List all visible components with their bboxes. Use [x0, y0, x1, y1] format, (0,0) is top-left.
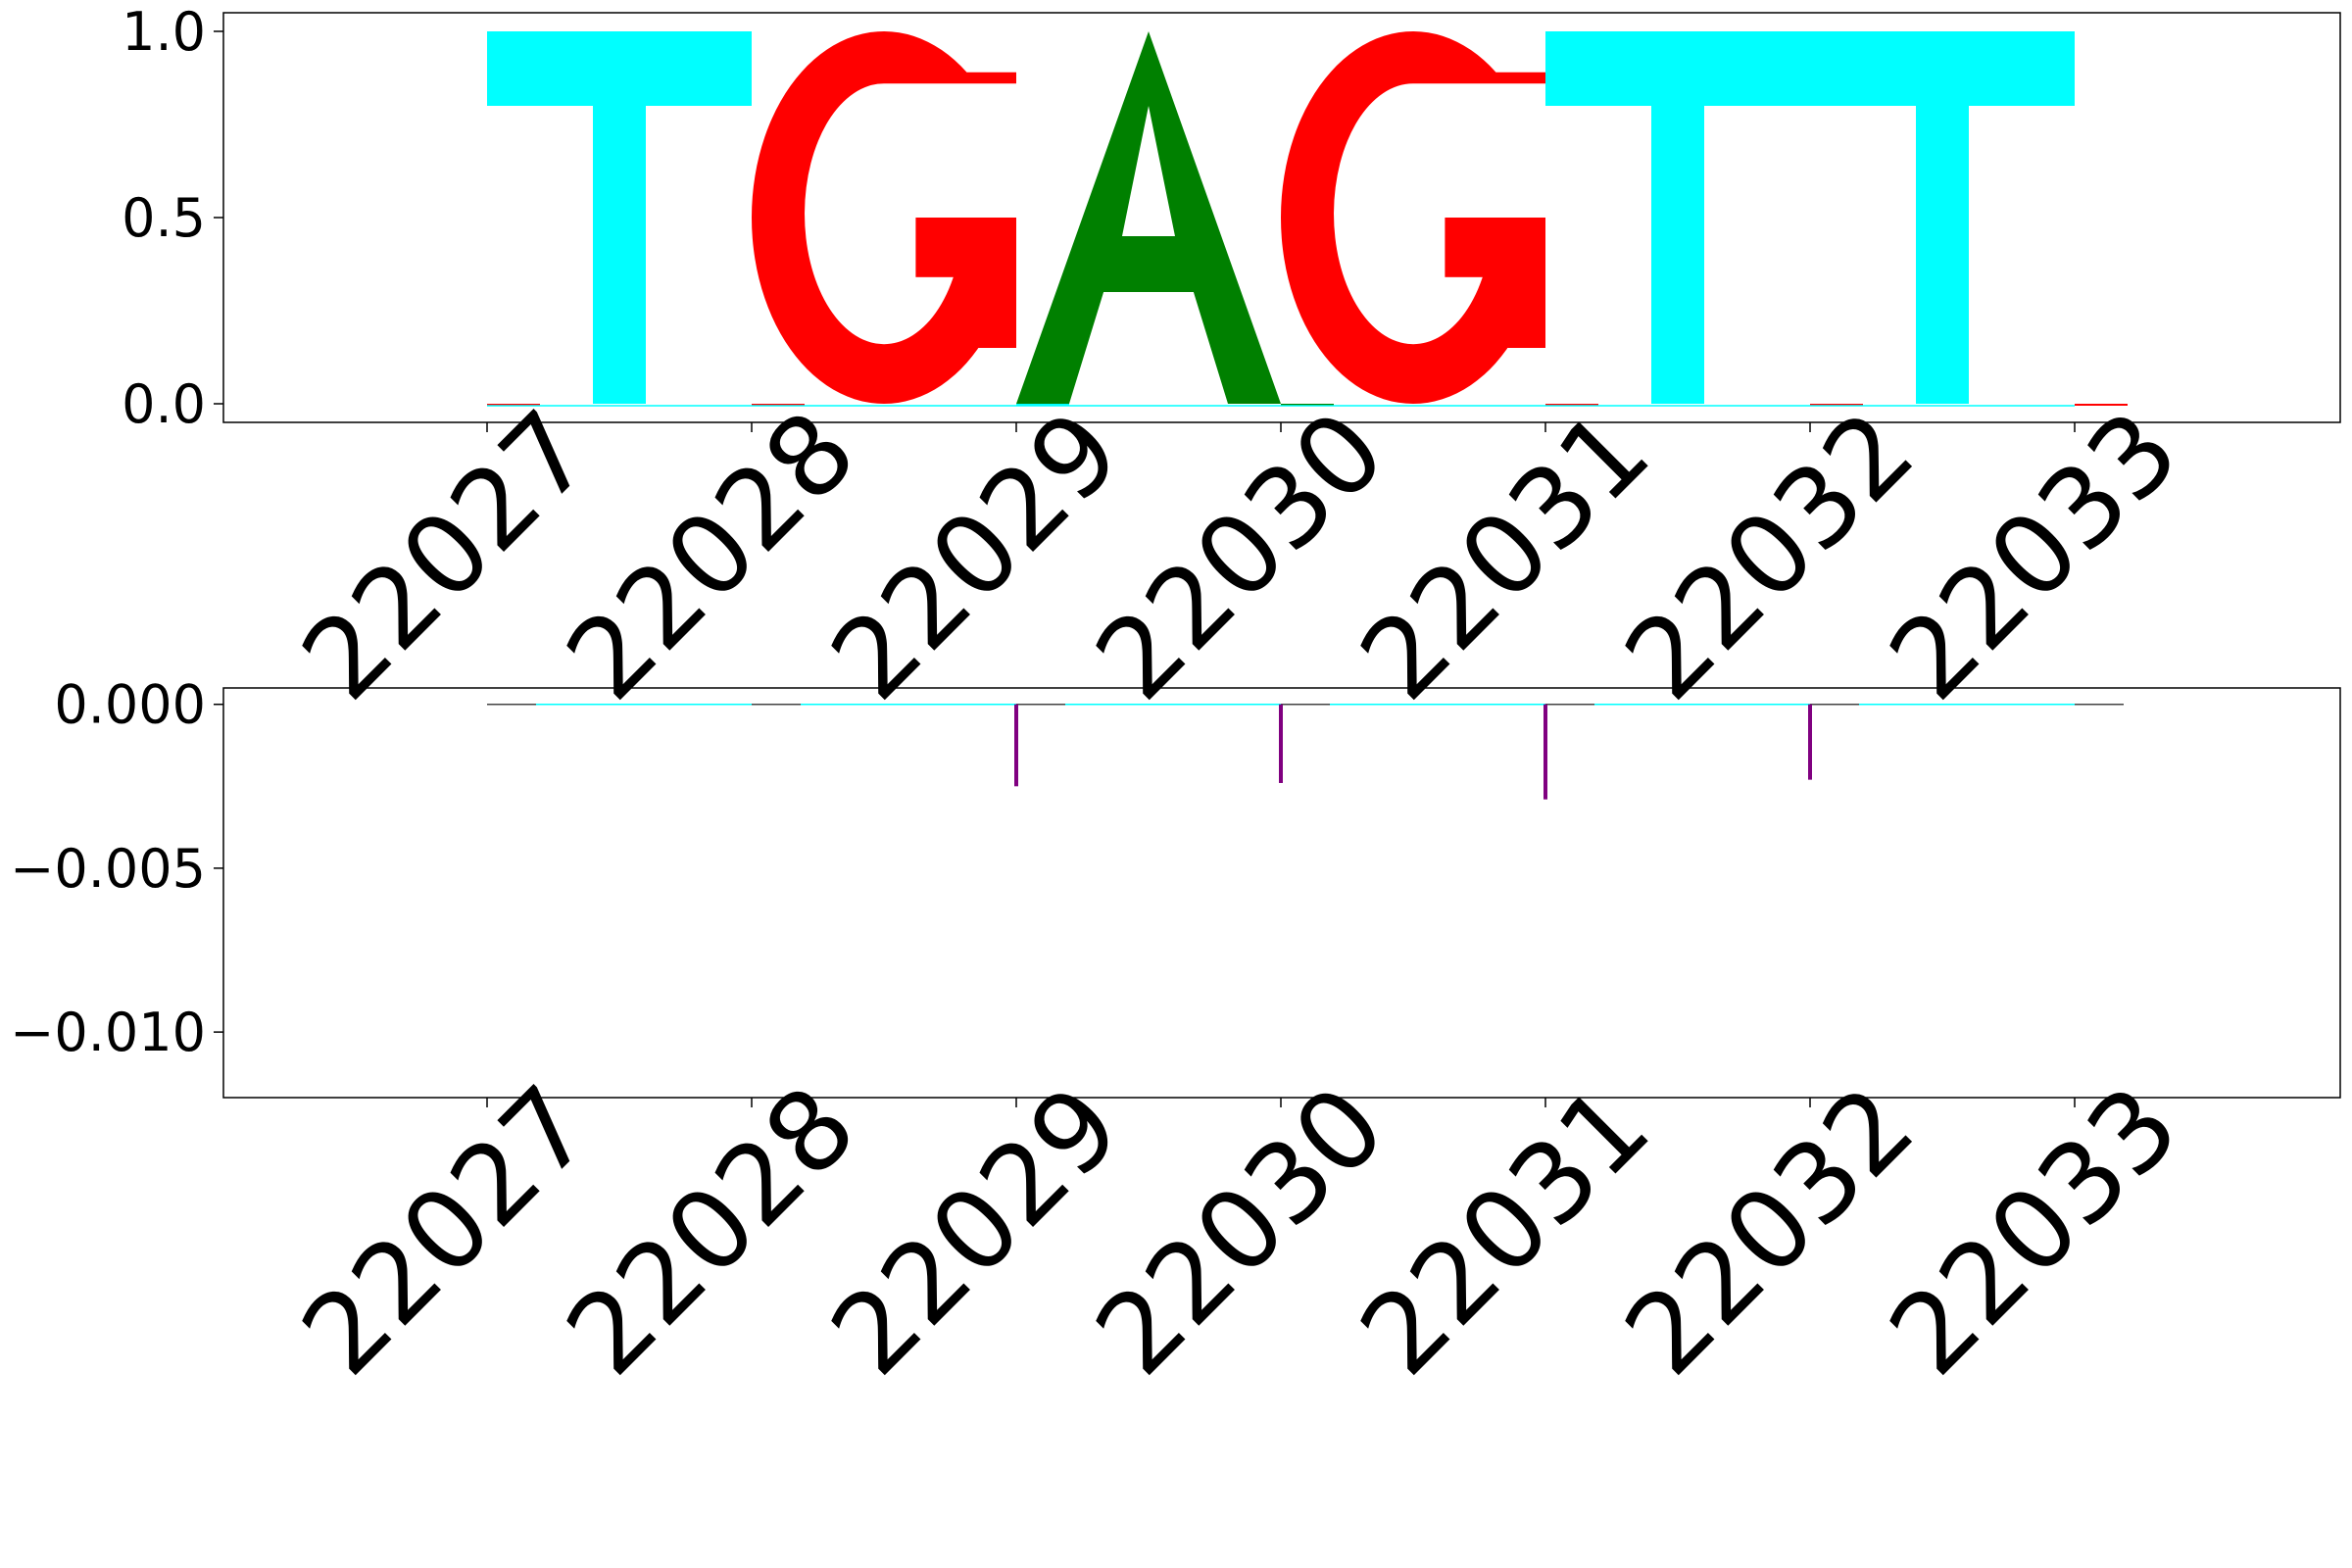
logo-letter-t — [1810, 31, 2075, 404]
y-tick-label: −0.010 — [10, 1002, 206, 1063]
logo-letter-t — [1545, 31, 1810, 404]
x-tick-label: 22028 — [543, 1062, 880, 1399]
logo-letter-g — [1281, 31, 1545, 404]
logo-letter-a — [1016, 31, 1281, 404]
logo-letters — [487, 31, 2128, 406]
x-tick-label: 22032 — [1601, 387, 1938, 724]
x-tick-label: 22031 — [1337, 1062, 1674, 1399]
logo-y-axis: 0.0 0.5 1.0 — [122, 1, 223, 435]
y-tick-label: 0.5 — [122, 187, 206, 249]
x-tick-label: 22033 — [1866, 387, 2203, 724]
x-tick-label: 22030 — [1072, 1062, 1409, 1399]
x-tick-label: 22029 — [808, 387, 1145, 724]
y-tick-label: −0.005 — [10, 838, 206, 900]
bar-y-axis: 0.000 −0.005 −0.010 — [10, 674, 223, 1063]
y-tick-label: 0.0 — [122, 373, 206, 435]
logo-panel: 0.0 0.5 1.0 220272202822029220302203122032… — [122, 1, 2340, 724]
x-tick-label: 22027 — [278, 387, 615, 724]
x-tick-label: 22029 — [808, 1062, 1145, 1399]
y-tick-label: 0.000 — [54, 674, 206, 736]
logo-letter-t — [487, 31, 752, 404]
x-tick-label: 22030 — [1072, 387, 1409, 724]
x-tick-label: 22032 — [1601, 1062, 1938, 1399]
logo-letter-g — [752, 31, 1016, 404]
y-tick-label: 1.0 — [122, 1, 206, 63]
x-tick-label: 22028 — [543, 387, 880, 724]
bar — [1544, 705, 1547, 800]
bar — [1014, 705, 1018, 787]
bar-marks — [487, 705, 2124, 800]
x-tick-label: 22027 — [278, 1062, 615, 1399]
bar-panel: 0.000−0.005−0.010 2202722028220292203022… — [10, 674, 2340, 1399]
x-tick-label: 22033 — [1866, 1062, 2203, 1399]
bar — [1279, 705, 1283, 783]
x-tick-label: 22031 — [1337, 387, 1674, 724]
bar — [1808, 705, 1812, 780]
